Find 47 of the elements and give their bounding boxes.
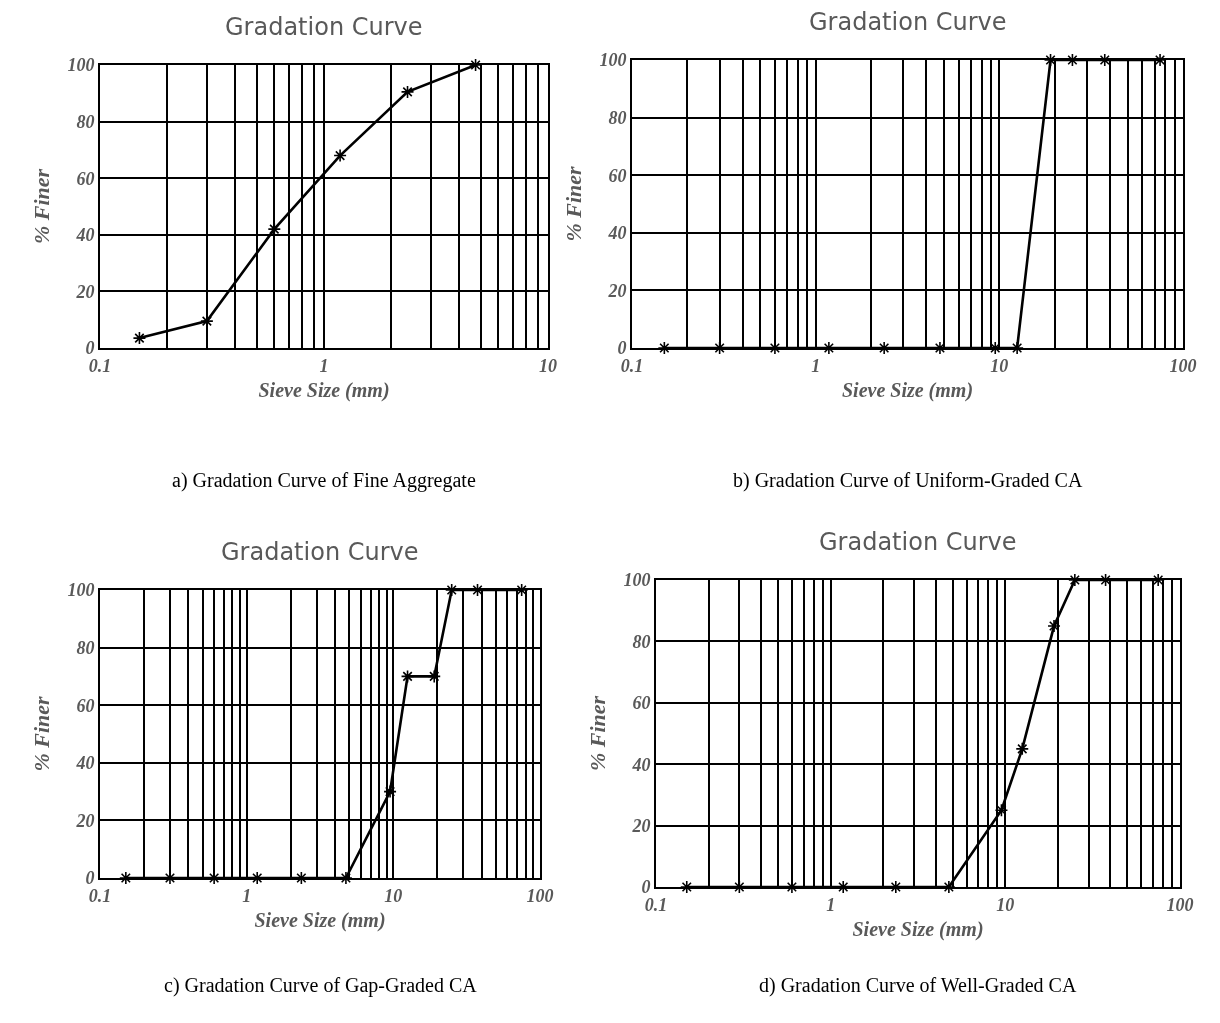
y-tick-label: 100 bbox=[599, 50, 627, 71]
y-tick-label: 60 bbox=[608, 165, 627, 186]
x-tick-label: 10 bbox=[539, 355, 557, 376]
y-tick-label: 60 bbox=[632, 693, 651, 714]
y-tick-label: 40 bbox=[631, 754, 651, 775]
y-tick-label: 80 bbox=[76, 111, 95, 132]
y-tick-label: 20 bbox=[631, 815, 651, 836]
y-tick-label: 40 bbox=[75, 753, 95, 774]
x-tick-label: 100 bbox=[526, 885, 554, 906]
y-tick-label: 100 bbox=[67, 580, 95, 601]
y-tick-label: 100 bbox=[623, 570, 651, 591]
y-tick-label: 80 bbox=[632, 631, 651, 652]
chart-title: Gradation Curve bbox=[819, 528, 1017, 556]
y-tick-label: 60 bbox=[76, 695, 95, 716]
x-axis-title: Sieve Size (mm) bbox=[258, 378, 390, 402]
x-tick-label: 10 bbox=[384, 885, 403, 906]
y-tick-label: 40 bbox=[75, 225, 95, 246]
y-tick-label: 20 bbox=[75, 810, 95, 831]
x-tick-label: 10 bbox=[996, 894, 1015, 915]
x-tick-label: 1 bbox=[319, 355, 329, 376]
y-tick-label: 20 bbox=[75, 281, 95, 302]
y-tick-label: 20 bbox=[607, 280, 627, 301]
y-axis-title: % Finer bbox=[560, 165, 586, 242]
y-tick-label: 80 bbox=[608, 107, 627, 128]
x-tick-label: 100 bbox=[1169, 355, 1197, 376]
x-axis-title: Sieve Size (mm) bbox=[852, 917, 984, 941]
chart-title: Gradation Curve bbox=[225, 13, 423, 41]
x-axis-title: Sieve Size (mm) bbox=[254, 908, 386, 932]
y-tick-label: 80 bbox=[76, 637, 95, 658]
y-tick-label: 40 bbox=[607, 223, 627, 244]
x-axis-title: Sieve Size (mm) bbox=[841, 378, 974, 402]
text: c) Gradation Curve of Gap-Graded CA bbox=[164, 974, 478, 997]
x-tick-label: 1 bbox=[242, 885, 252, 906]
chart-title: Gradation Curve bbox=[221, 538, 419, 566]
x-tick-label: 100 bbox=[1166, 894, 1194, 915]
y-tick-label: 100 bbox=[67, 55, 95, 76]
x-tick-label: 1 bbox=[811, 355, 821, 376]
x-tick-label: 1 bbox=[826, 894, 836, 915]
y-axis-title: % Finer bbox=[28, 168, 54, 245]
text: b) Gradation Curve of Uniform-Graded CA bbox=[733, 469, 1083, 492]
text: a) Gradation Curve of Fine Aggregate bbox=[172, 469, 476, 492]
chart-title: Gradation Curve bbox=[809, 8, 1007, 36]
y-tick-label: 60 bbox=[76, 168, 95, 189]
text: d) Gradation Curve of Well-Graded CA bbox=[759, 974, 1077, 997]
y-axis-title: % Finer bbox=[584, 695, 610, 772]
x-tick-label: 10 bbox=[990, 355, 1009, 376]
y-axis-title: % Finer bbox=[28, 695, 54, 772]
